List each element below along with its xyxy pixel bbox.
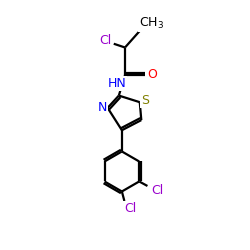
Text: N: N: [98, 101, 107, 114]
Text: S: S: [141, 94, 149, 108]
Text: HN: HN: [107, 76, 126, 90]
Text: O: O: [147, 68, 157, 82]
Text: CH$_3$: CH$_3$: [139, 16, 164, 31]
Text: Cl: Cl: [124, 202, 136, 215]
Text: Cl: Cl: [151, 184, 164, 197]
Text: Cl: Cl: [99, 34, 111, 46]
